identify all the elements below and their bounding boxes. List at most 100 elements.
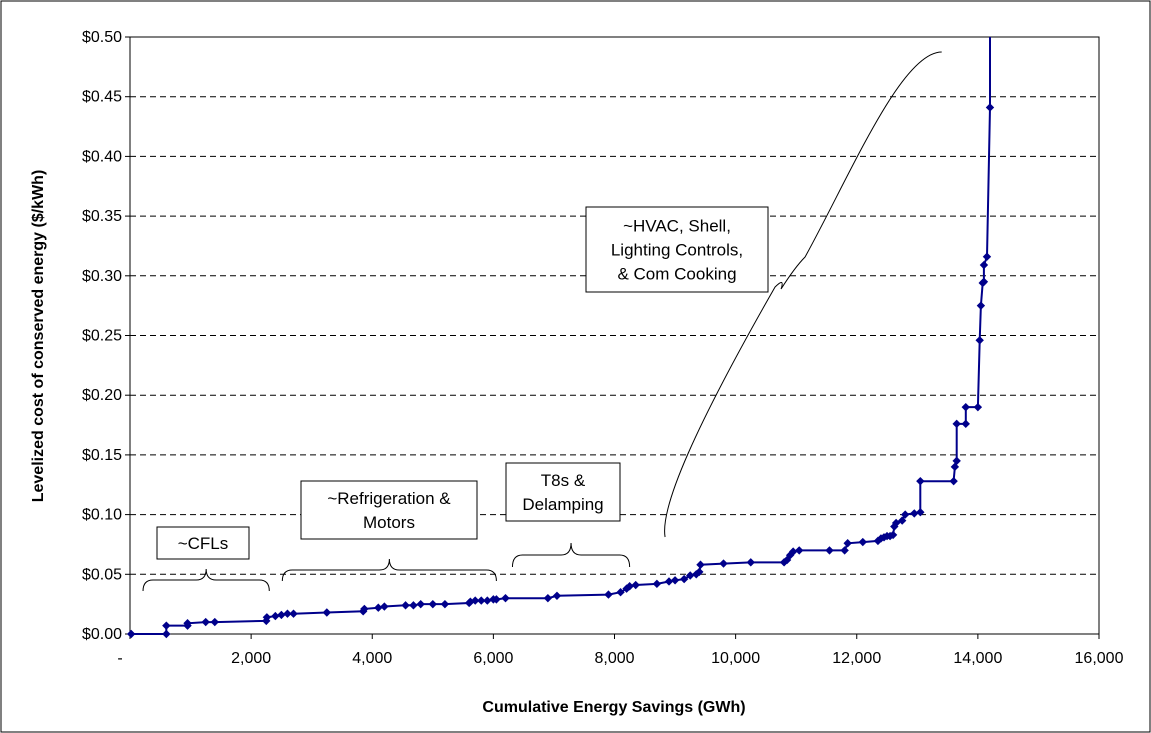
- data-point: [979, 260, 989, 270]
- data-point: [952, 419, 961, 429]
- data-point: [785, 550, 795, 560]
- data-point: [916, 508, 925, 517]
- data-point: [492, 595, 501, 604]
- annotation-leader: [664, 51, 942, 538]
- data-point: [825, 546, 834, 555]
- data-point: [127, 629, 136, 639]
- x-tick-label: 10,000: [711, 650, 760, 667]
- x-tick-label: 12,000: [832, 650, 881, 667]
- x-tick-labels: - 2,000 4,000 6,000 8,000 10,000 12,000 14,000 1…: [117, 634, 1124, 667]
- data-point: [952, 456, 961, 466]
- annotation-box: [156, 526, 250, 560]
- annotation-label: Lighting Controls,: [611, 241, 743, 260]
- data-point: [891, 518, 901, 528]
- data-point: [949, 476, 958, 486]
- data-point: [961, 419, 970, 429]
- y-tick-label: $0.10: [82, 507, 122, 524]
- data-point: [552, 591, 562, 600]
- annotation-label: T8s &: [541, 471, 586, 490]
- data-point: [982, 252, 992, 261]
- data-point: [466, 597, 475, 606]
- data-point: [910, 509, 919, 518]
- data-point: [719, 559, 728, 568]
- data-point: [604, 590, 613, 599]
- annotation-label: ~CFLs: [178, 534, 229, 553]
- data-point: [374, 603, 383, 612]
- data-point: [477, 596, 486, 605]
- annotation-label: & Com Cooking: [617, 265, 736, 284]
- data-point: [652, 579, 662, 589]
- annotation-label: ~Refrigeration &: [327, 489, 451, 508]
- data-point: [664, 577, 674, 586]
- annotation-brace: [281, 558, 497, 582]
- data-point: [201, 617, 210, 627]
- data-point: [262, 613, 272, 622]
- annotations: ~CFLs ~Refrigeration & Motors T8s & Delampin…: [142, 51, 942, 592]
- data-point: [973, 402, 983, 412]
- y-tick-label: $0.35: [82, 208, 122, 225]
- data-point: [858, 537, 868, 547]
- y-axis-title: Levelized cost of conserved energy ($/kW…: [30, 170, 47, 503]
- annotation-label: Delamping: [522, 495, 603, 514]
- data-point: [840, 546, 849, 555]
- data-point: [322, 608, 332, 617]
- data-point: [782, 555, 792, 565]
- y-tick-label: $0.45: [82, 89, 122, 106]
- data-point: [210, 617, 219, 627]
- annotation-label: Motors: [363, 513, 415, 532]
- x-axis-title: Cumulative Energy Savings (GWh): [482, 699, 745, 716]
- data-point: [843, 539, 852, 548]
- data-point: [795, 546, 804, 555]
- y-tick-label: $0.05: [82, 566, 122, 583]
- data-point: [162, 621, 171, 630]
- annotation-box: [585, 206, 769, 293]
- data-point: [961, 402, 970, 412]
- data-point: [888, 530, 898, 540]
- data-point: [416, 599, 425, 609]
- data-point: [440, 599, 450, 609]
- y-tick-label: $0.15: [82, 447, 122, 464]
- data-point: [622, 584, 631, 593]
- x-tick-label: -: [117, 650, 122, 667]
- data-point: [696, 560, 705, 569]
- data-point: [746, 558, 755, 567]
- y-tick-labels: $0.00 $0.05 $0.10 $0.15 $0.20 $0.25 $0.30 $0.35…: [82, 29, 130, 643]
- y-tick-label: $0.00: [82, 626, 122, 643]
- x-tick-label: 2,000: [231, 650, 271, 667]
- data-point: [788, 547, 798, 556]
- data-point: [976, 301, 986, 310]
- data-point: [271, 611, 280, 621]
- data-point: [890, 522, 899, 531]
- data-point: [985, 103, 995, 112]
- x-tick-label: 4,000: [352, 650, 392, 667]
- annotation-brace: [142, 568, 270, 592]
- data-point: [901, 510, 910, 519]
- data-point: [950, 462, 960, 472]
- data-point: [695, 567, 704, 577]
- data-point: [277, 610, 286, 620]
- series-layer: [127, 37, 995, 639]
- y-tick-label: $0.50: [82, 29, 122, 46]
- annotation-label: ~HVAC, Shell,: [623, 217, 731, 236]
- x-tick-label: 8,000: [594, 650, 634, 667]
- data-point: [897, 516, 907, 525]
- data-point: [501, 593, 510, 603]
- data-point: [183, 619, 192, 628]
- data-point: [471, 596, 480, 605]
- data-point: [283, 609, 292, 618]
- data-point: [979, 277, 989, 286]
- data-point: [289, 609, 298, 618]
- data-point: [616, 588, 625, 597]
- x-tick-label: 6,000: [473, 650, 513, 667]
- data-point: [483, 596, 492, 605]
- data-point: [380, 602, 389, 611]
- data-point: [670, 576, 680, 585]
- data-point: [885, 531, 895, 541]
- y-tick-label: $0.30: [82, 268, 122, 285]
- y-tick-label: $0.40: [82, 148, 122, 165]
- annotation-brace: [511, 542, 631, 568]
- x-tick-label: 14,000: [953, 650, 1002, 667]
- data-point: [975, 336, 984, 345]
